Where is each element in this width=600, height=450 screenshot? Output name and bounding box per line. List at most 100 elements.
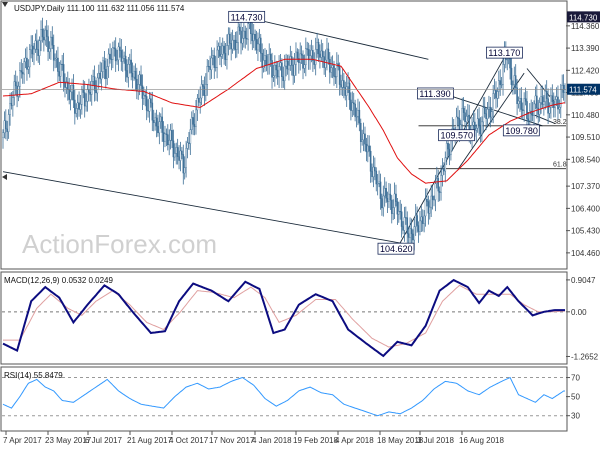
candle-body <box>264 55 266 61</box>
time-tick-label: 3 Jul 2018 <box>417 436 454 445</box>
candle-body <box>169 130 172 141</box>
candle-body <box>176 147 179 157</box>
candle-body <box>488 106 490 110</box>
macd-tick-label: 0.9047 <box>571 276 596 285</box>
candle-body <box>555 96 558 100</box>
candle-body <box>28 49 31 68</box>
candle-body <box>74 99 76 114</box>
candle-body <box>20 70 23 73</box>
candle-body <box>100 71 103 80</box>
candle-body <box>314 49 317 65</box>
rsi-axis: 70 50 30 <box>2 374 580 421</box>
candle-body <box>499 80 502 85</box>
candle-body <box>40 29 42 41</box>
candle-body <box>117 46 120 61</box>
candle-body <box>12 97 14 106</box>
candle-body <box>486 108 489 120</box>
time-tick-label: 16 Aug 2018 <box>459 436 504 445</box>
candle-body <box>78 102 80 110</box>
candle-body <box>189 129 192 144</box>
candle-body <box>226 45 228 60</box>
candle-body <box>151 102 154 121</box>
candle-body <box>10 102 13 106</box>
candle-body <box>68 89 71 100</box>
candle-body <box>116 59 118 62</box>
candle-body <box>557 96 559 110</box>
candle-body <box>45 29 48 37</box>
candle-body <box>66 81 69 90</box>
candle-body <box>302 55 304 69</box>
candle-body <box>190 117 193 130</box>
candle-body <box>214 66 217 68</box>
candle-body <box>136 78 138 92</box>
candle-body <box>421 216 424 224</box>
candle-body <box>255 39 258 51</box>
candle-body <box>106 66 109 79</box>
candle-body <box>430 195 432 208</box>
candle-body <box>237 26 240 43</box>
candle-body <box>259 37 262 54</box>
candle-body <box>372 166 375 178</box>
candle-body <box>54 58 56 61</box>
candle-body <box>423 215 425 224</box>
panel-menu-icon[interactable] <box>2 2 8 7</box>
candle-body <box>516 87 518 105</box>
candle-body <box>196 98 199 111</box>
candle-body <box>495 89 497 99</box>
candle-body <box>258 37 261 45</box>
candle-body <box>333 65 335 77</box>
candle-body <box>410 228 413 235</box>
candle-body <box>507 58 510 60</box>
candle-body <box>331 65 334 68</box>
candle-body <box>354 103 356 117</box>
price-tick-label: 107.370 <box>571 182 600 191</box>
candle-body <box>44 29 47 41</box>
candle-body <box>355 116 358 118</box>
candle-body <box>533 103 535 116</box>
candle-body <box>89 91 92 95</box>
time-tick-label: 23 May 2017 <box>45 436 92 445</box>
candle-body <box>514 75 517 88</box>
time-tick-label: 4 Jan 2018 <box>252 436 292 445</box>
candle-body <box>43 36 45 41</box>
candle-body <box>171 130 173 142</box>
candle-body <box>340 84 342 88</box>
candle-body <box>338 66 341 85</box>
left-scroll-icon[interactable] <box>2 174 7 180</box>
candle-body <box>174 153 176 158</box>
candle-body <box>324 59 327 68</box>
candle-body <box>236 42 238 50</box>
candle-body <box>197 98 200 103</box>
annotation-box <box>417 87 454 100</box>
rsi-tick-label: 30 <box>571 412 580 421</box>
candle-body <box>90 81 93 95</box>
candle-body <box>490 111 493 118</box>
candle-body <box>124 55 127 71</box>
candle-body <box>534 95 537 105</box>
candle-body <box>179 150 182 161</box>
candle-body <box>231 39 234 50</box>
candle-body <box>210 57 213 70</box>
candle-body <box>305 48 307 66</box>
annotation-label: 104.620 <box>380 244 413 254</box>
candle-body <box>541 96 544 105</box>
annotation-box <box>438 129 475 142</box>
candle-body <box>296 51 299 59</box>
candle-body <box>344 87 347 96</box>
candle-body <box>223 45 225 54</box>
price-tick-label: 108.540 <box>571 155 600 164</box>
candle-body <box>3 120 6 133</box>
candle-body <box>192 117 194 125</box>
candle-body <box>202 84 204 87</box>
candle-body <box>85 101 87 107</box>
candle-body <box>157 125 159 134</box>
rsi-series <box>2 376 565 417</box>
candle-body <box>500 84 503 86</box>
candle-body <box>238 26 241 32</box>
candle-body <box>233 39 235 41</box>
candle-body <box>41 29 44 38</box>
candle-body <box>365 143 368 153</box>
candle-body <box>428 206 431 214</box>
candle-body <box>148 98 151 112</box>
candle-body <box>185 148 187 168</box>
